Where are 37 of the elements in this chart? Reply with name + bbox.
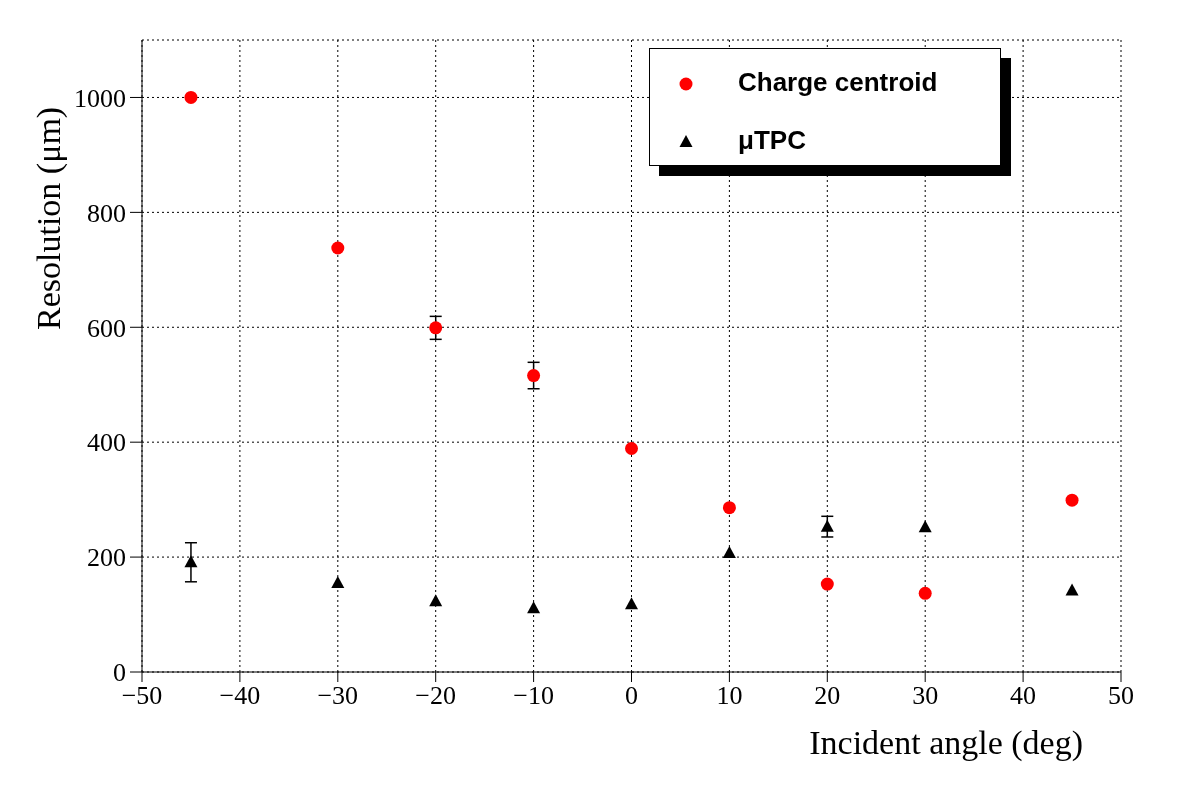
x-tick-label: 10 (716, 681, 743, 711)
x-axis-title: Incident angle (deg) (809, 724, 1083, 762)
point (625, 442, 638, 455)
point (918, 586, 932, 600)
y-tick-label: 1000 (74, 83, 126, 113)
point (331, 241, 345, 255)
x-tick-label: −10 (513, 681, 554, 711)
y-tick-label: 400 (87, 428, 126, 458)
point (820, 577, 834, 591)
point (722, 501, 736, 515)
point (820, 519, 834, 532)
x-tick-label: −30 (317, 681, 359, 711)
legend-label: μTPC (738, 125, 806, 156)
point (429, 594, 443, 607)
point (184, 90, 198, 104)
x-tick-label: −20 (415, 681, 457, 711)
point (1065, 493, 1079, 507)
point (331, 575, 345, 588)
x-tick-label: 30 (912, 681, 939, 711)
x-tick-label: 0 (625, 681, 638, 711)
y-tick-label: 600 (87, 313, 126, 343)
point (527, 601, 541, 614)
x-tick-label: 40 (1010, 681, 1037, 711)
point (527, 369, 541, 383)
point (918, 520, 932, 533)
x-tick-label: −40 (219, 681, 261, 711)
x-tick-label: 50 (1108, 681, 1134, 711)
point (184, 555, 198, 568)
x-tick-label: 20 (814, 681, 841, 711)
point (429, 321, 443, 335)
point (722, 546, 736, 559)
legend-label: Charge centroid (738, 67, 938, 98)
y-axis-title: Resolution (μm) (30, 106, 69, 330)
y-tick-label: 800 (87, 198, 126, 228)
point (625, 597, 638, 610)
point (1065, 583, 1079, 596)
y-tick-label: 200 (87, 543, 126, 573)
